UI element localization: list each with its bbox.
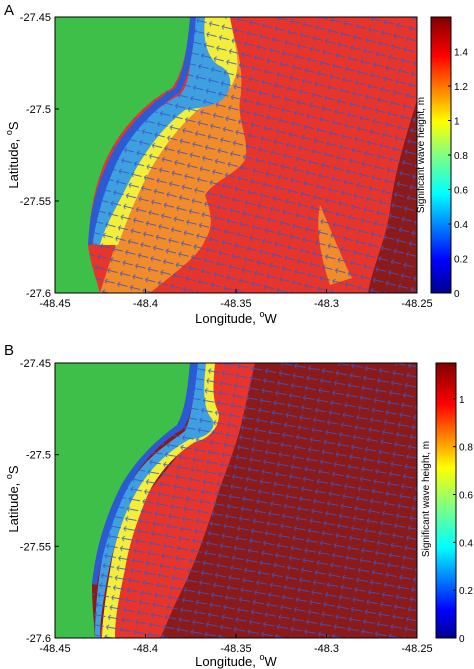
colorbar-ticks-b: 0 0.2 0.4 0.6 0.8 1: [453, 395, 473, 645]
x-tick-label: -48.3: [314, 298, 339, 310]
colorbar-tick-label: 0.2: [459, 586, 473, 597]
colorbar-tick-label: 0.4: [454, 220, 468, 231]
y-tick-label: -27.5: [26, 450, 51, 462]
x-tick-label: -48.35: [220, 643, 251, 655]
colorbar-tick-label: 0.2: [454, 255, 468, 266]
y-axis-label-a: Latitude, oS: [4, 121, 21, 189]
colorbar-label-a: Significant wave height, m: [416, 97, 427, 213]
x-tick-label: -48.45: [39, 298, 70, 310]
x-tick-label: -48.3: [314, 643, 339, 655]
colorbar-tick-label: 1.2: [454, 82, 468, 93]
colorbar-tick-label: 0: [459, 634, 465, 645]
wave-direction-vectors: [92, 363, 417, 638]
wave-direction-vectors: [88, 17, 417, 293]
y-ticks-a: -27.45 -27.5 -27.55 -27.6: [20, 12, 59, 300]
land-region: [55, 17, 190, 293]
colorbar-tick-label: 0.6: [454, 186, 468, 197]
y-tick-label: -27.5: [26, 104, 51, 116]
panel-letter-a: A: [4, 2, 15, 19]
y-tick-label: -27.55: [20, 541, 51, 553]
x-tick-label: -48.4: [133, 643, 158, 655]
x-tick-label: -48.45: [39, 643, 70, 655]
x-tick-label: -48.35: [220, 298, 251, 310]
x-tick-label: -48.4: [133, 298, 158, 310]
x-tick-label: -48.25: [401, 643, 432, 655]
y-tick-label: -27.6: [26, 633, 51, 645]
colorbar-label-b: Significant wave height, m: [421, 441, 432, 557]
y-tick-label: -27.55: [20, 196, 51, 208]
wave-height-map-b: -48.45 -48.4 -48.35 -48.3 -48.25 -27.45 -27.5…: [4, 358, 473, 669]
colorbar-tick-label: 1: [459, 395, 465, 406]
x-ticks-b: -48.45 -48.4 -48.35 -48.3 -48.25: [39, 634, 433, 655]
panel-letter-b: B: [4, 342, 15, 359]
colorbar-tick-label: 0.4: [459, 538, 473, 549]
x-tick-label: -48.25: [401, 298, 432, 310]
y-tick-label: -27.6: [26, 288, 51, 300]
x-axis-label-a: Longitude, oW: [195, 309, 277, 326]
x-axis-label-b: Longitude, oW: [195, 652, 277, 669]
colorbar-tick-label: 0.6: [459, 491, 473, 502]
colorbar-b: [435, 362, 457, 639]
colorbar-tick-label: 0: [454, 289, 460, 300]
colorbar-tick-label: 1.4: [454, 48, 468, 59]
y-ticks-b: -27.45 -27.5 -27.55 -27.6: [20, 358, 59, 645]
x-ticks-a: -48.45 -48.4 -48.35 -48.3 -48.25: [39, 289, 433, 310]
wave-height-map-a: -48.45 -48.4 -48.35 -48.3 -48.25 -27.45 -27.5…: [4, 12, 468, 326]
colorbar-ticks-a: 0 0.2 0.4 0.6 0.8 1 1.2 1.4: [448, 48, 468, 300]
land-region: [55, 363, 190, 638]
colorbar-tick-label: 0.8: [459, 443, 473, 454]
y-axis-label-b: Latitude, oS: [4, 465, 21, 533]
y-tick-label: -27.45: [20, 12, 51, 24]
colorbar-tick-label: 0.8: [454, 151, 468, 162]
colorbar-tick-label: 1: [454, 117, 460, 128]
y-tick-label: -27.45: [20, 358, 51, 370]
